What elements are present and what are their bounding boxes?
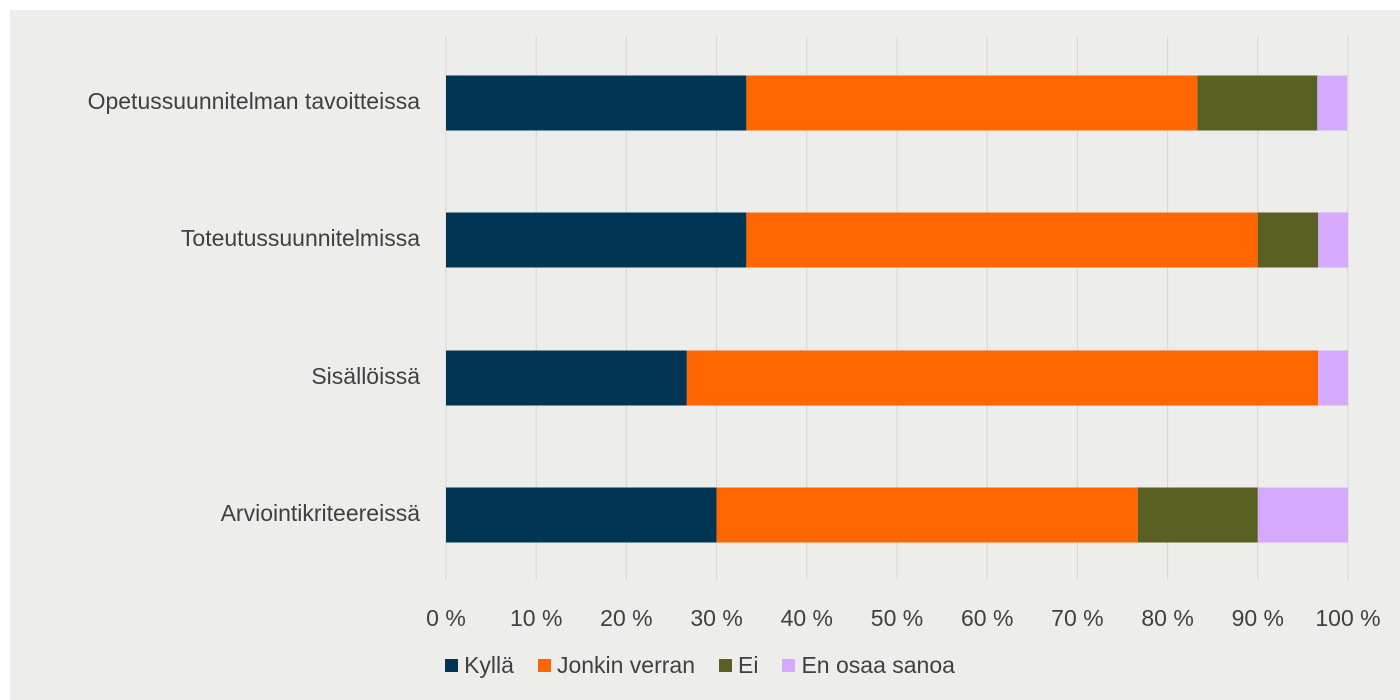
category-label: Sisällöissä xyxy=(311,363,420,389)
x-tick-label: 100 % xyxy=(1315,605,1380,631)
category-label: Toteutussuunnitelmissa xyxy=(181,225,420,251)
bar-segment-kyllä xyxy=(446,350,687,406)
bar-segment-jonkin-verran xyxy=(746,212,1258,268)
legend-label: Jonkin verran xyxy=(556,652,696,678)
category-labels: Opetussuunnitelman tavoitteissa Toteutuss… xyxy=(88,88,421,526)
bar-segment-ei xyxy=(1197,75,1318,131)
bar-segment-kyllä xyxy=(446,212,747,268)
stacked-bar-chart: Opetussuunnitelman tavoitteissa Toteutuss… xyxy=(88,36,1381,631)
x-tick-label: 60 % xyxy=(961,605,1013,631)
bars xyxy=(446,75,1348,543)
bar-segment-jonkin-verran xyxy=(686,350,1319,406)
bar-segment-en-osaa-sanoa xyxy=(1318,212,1348,268)
bar-segment-ei xyxy=(1137,487,1258,543)
legend-swatch xyxy=(445,659,459,672)
legend-item: En osaa sanoa xyxy=(782,652,955,679)
x-tick-label: 0 % xyxy=(426,605,466,631)
bar-segment-jonkin-verran xyxy=(716,487,1138,543)
bar-segment-en-osaa-sanoa xyxy=(1257,487,1348,543)
bar-segment-ei xyxy=(1257,212,1319,268)
legend-label: En osaa sanoa xyxy=(801,652,955,678)
category-label: Opetussuunnitelman tavoitteissa xyxy=(88,88,421,114)
bar-segment-jonkin-verran xyxy=(746,75,1198,131)
bar-segment-en-osaa-sanoa xyxy=(1318,350,1348,406)
x-tick-label: 70 % xyxy=(1051,605,1103,631)
bar-segment-en-osaa-sanoa xyxy=(1317,75,1348,131)
bar-segment-kyllä xyxy=(446,75,747,131)
legend-item: Ei xyxy=(719,652,758,679)
x-tick-label: 80 % xyxy=(1141,605,1193,631)
legend: Kyllä Jonkin verran Ei En osaa sanoa xyxy=(0,652,1400,679)
x-tick-label: 10 % xyxy=(510,605,562,631)
legend-swatch xyxy=(782,659,796,672)
legend-label: Kyllä xyxy=(464,652,514,678)
x-tick-label: 50 % xyxy=(871,605,923,631)
category-label: Arviointikriteereissä xyxy=(221,500,421,526)
x-tick-label: 20 % xyxy=(600,605,652,631)
x-tick-label: 40 % xyxy=(781,605,833,631)
x-tick-labels: 0 % 10 % 20 % 30 % 40 % 50 % 60 % 70 % 80 % 90 % 1… xyxy=(426,605,1380,631)
legend-item: Jonkin verran xyxy=(537,652,696,679)
legend-swatch xyxy=(719,659,733,672)
legend-swatch xyxy=(537,659,551,672)
legend-item: Kyllä xyxy=(445,652,514,679)
x-tick-label: 30 % xyxy=(690,605,742,631)
x-tick-label: 90 % xyxy=(1232,605,1284,631)
legend-label: Ei xyxy=(738,652,759,678)
bar-segment-kyllä xyxy=(446,487,717,543)
